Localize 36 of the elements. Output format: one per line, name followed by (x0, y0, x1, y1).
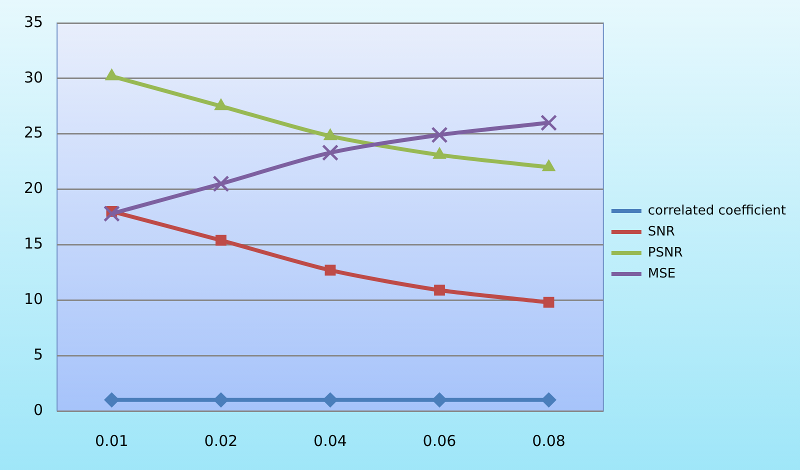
point (103, 205, 120, 222)
point (105, 68, 118, 80)
x-tick-label: 0.01 (95, 432, 128, 450)
legend-label: MSE (648, 266, 676, 282)
point (104, 392, 120, 408)
point (322, 392, 338, 408)
legend-label: PSNR (648, 245, 683, 260)
x-tick-label: 0.02 (204, 432, 238, 450)
point (324, 264, 336, 276)
point (541, 392, 556, 408)
x-tick-label: 0.06 (422, 432, 456, 450)
y-tick-label: 35 (24, 12, 44, 31)
point (322, 144, 339, 162)
point (432, 392, 448, 408)
y-tick-label: 20 (24, 179, 44, 198)
y-tick-label: 15 (24, 234, 44, 253)
point (542, 160, 556, 172)
point (214, 98, 228, 110)
legend-label: SNR (648, 224, 675, 240)
point (324, 128, 337, 140)
point (432, 147, 446, 159)
point (434, 284, 445, 296)
point (216, 234, 226, 246)
y-tick-label: 10 (24, 290, 44, 308)
x-tick-label: 0.04 (314, 432, 347, 450)
x-tick-label: 0.08 (532, 432, 566, 450)
point (540, 114, 558, 132)
point (431, 126, 448, 144)
y-tick-label: 5 (34, 345, 44, 364)
y-tick-label: 30 (24, 68, 44, 86)
point (212, 175, 230, 192)
y-tick-label: 0 (34, 400, 44, 419)
y-tick-label: 25 (24, 124, 44, 142)
point (213, 392, 228, 408)
point (543, 296, 554, 308)
legend-label: correlated coefficient (648, 203, 786, 218)
